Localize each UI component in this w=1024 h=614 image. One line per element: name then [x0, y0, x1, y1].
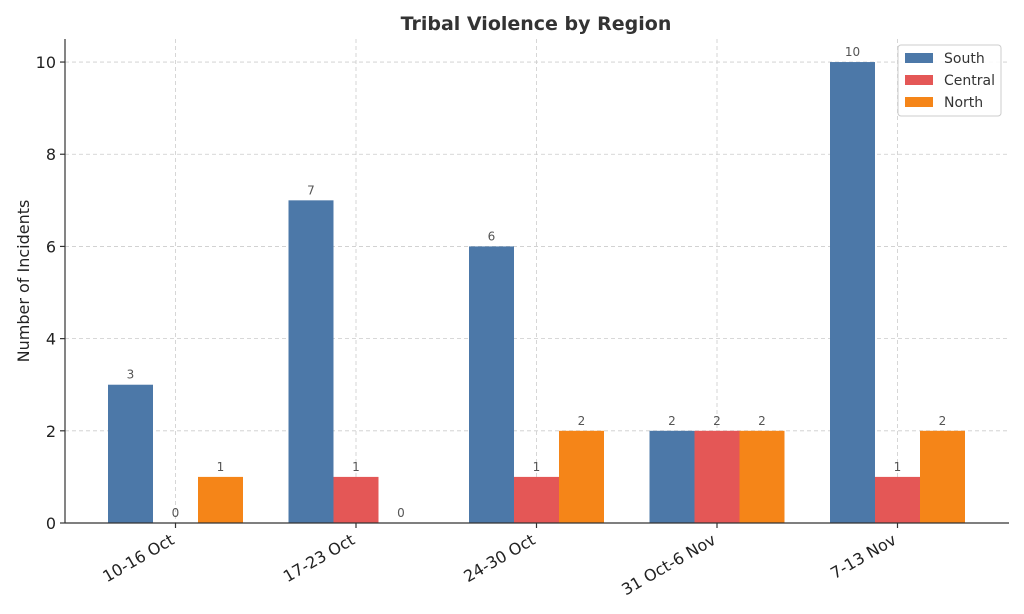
legend-swatch-central [905, 75, 933, 85]
y-tick-label: 8 [46, 145, 56, 164]
x-tick-label: 10-16 Oct [99, 530, 177, 586]
y-tick-label: 10 [36, 53, 56, 72]
bar-north [739, 430, 785, 523]
x-tick-label: 17-23 Oct [280, 530, 358, 586]
data-label: 2 [758, 414, 766, 428]
data-label: 1 [894, 460, 902, 474]
bar-central [694, 430, 740, 523]
data-label: 10 [845, 45, 860, 59]
bar-central [514, 476, 559, 523]
bar-north [920, 430, 965, 523]
data-label: 2 [713, 414, 721, 428]
data-label: 2 [939, 414, 947, 428]
y-axis-label: Number of Incidents [14, 200, 33, 363]
y-tick-label: 4 [46, 330, 56, 349]
data-label: 0 [397, 506, 405, 520]
bar-south [649, 430, 695, 523]
bars [108, 62, 965, 524]
data-label: 3 [127, 368, 135, 382]
bar-south [108, 384, 153, 523]
bar-north [198, 476, 243, 523]
bar-central [875, 476, 920, 523]
bar-central [333, 476, 379, 523]
data-label: 1 [533, 460, 541, 474]
legend-label-south: South [944, 51, 985, 67]
chart-title: Tribal Violence by Region [401, 13, 672, 35]
bar-south [830, 62, 875, 524]
legend: South Central North [897, 44, 1002, 117]
y-tick-label: 0 [46, 514, 56, 533]
data-label: 1 [352, 460, 360, 474]
x-tick-label: 24-30 Oct [460, 530, 538, 586]
legend-label-north: North [944, 95, 983, 111]
data-label: 1 [217, 460, 225, 474]
data-label: 7 [307, 183, 315, 197]
legend-label-central: Central [944, 73, 995, 89]
y-tick-label: 2 [46, 422, 56, 441]
data-label: 6 [488, 229, 496, 243]
data-label: 0 [172, 506, 180, 520]
bar-north [559, 430, 604, 523]
bar-south [288, 200, 334, 524]
legend-swatch-north [905, 97, 933, 107]
legend-swatch-south [905, 53, 933, 63]
bar-south [469, 246, 514, 523]
data-label: 2 [578, 414, 586, 428]
data-label: 2 [668, 414, 676, 428]
x-tick-label: 31 Oct-6 Nov [618, 530, 719, 599]
y-tick-label: 6 [46, 237, 56, 256]
x-tick-label: 7-13 Nov [827, 530, 899, 583]
grid-lines [65, 39, 1009, 524]
